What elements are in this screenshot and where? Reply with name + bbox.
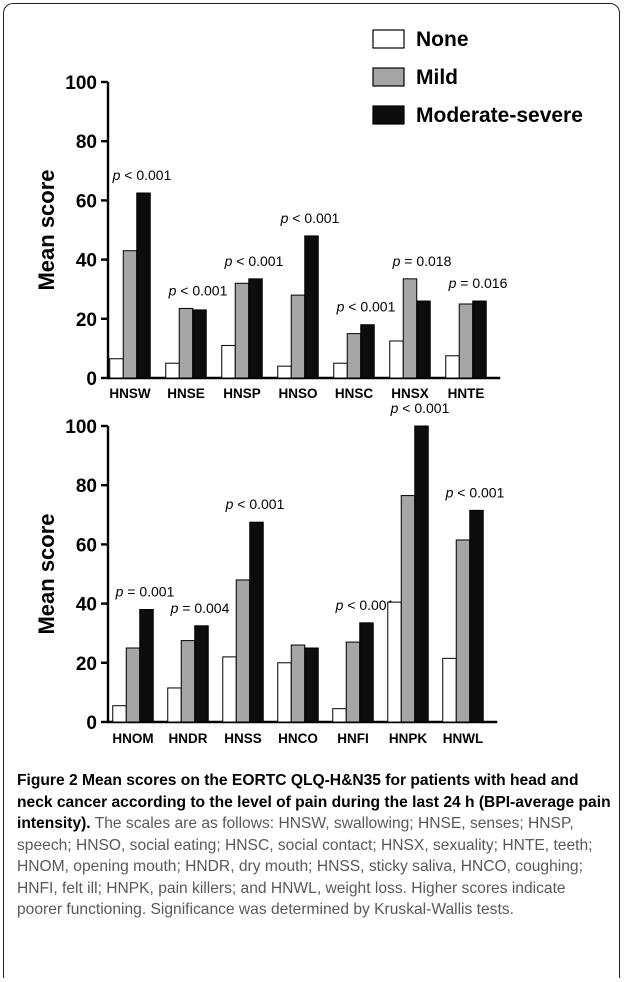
legend-label: Mild xyxy=(416,66,458,89)
x-tick-label: HNFI xyxy=(337,731,369,746)
x-tick-label: HNSO xyxy=(278,386,317,401)
bar-moderate-severe xyxy=(304,647,319,723)
bar-moderate-severe xyxy=(136,192,151,379)
y-axis-title: Mean score xyxy=(34,169,59,290)
bar-none xyxy=(445,355,460,379)
y-tick-label: 20 xyxy=(76,310,97,331)
bar-moderate-severe xyxy=(249,521,264,723)
bar-none xyxy=(221,344,236,379)
y-tick-label: 60 xyxy=(76,535,97,556)
bar-moderate-severe xyxy=(472,300,487,379)
p-value-label: p < 0.001 xyxy=(112,167,172,183)
bar-none xyxy=(333,362,348,379)
bar-mild xyxy=(234,282,250,379)
p-value-label: p < 0.001 xyxy=(335,597,395,613)
x-tick-label: HNOM xyxy=(112,731,153,746)
y-tick-label: 80 xyxy=(76,132,97,153)
bar-none xyxy=(222,656,237,723)
bar-mild xyxy=(458,303,474,379)
figure-title: Mean scores on the EORTC QLQ-H&N35 for p… xyxy=(17,772,611,832)
bar-mild xyxy=(122,250,138,379)
x-tick-label: HNDR xyxy=(169,731,208,746)
bar-moderate-severe xyxy=(360,324,375,379)
y-tick-label: 40 xyxy=(76,251,97,272)
p-value-label: p < 0.001 xyxy=(224,253,284,269)
bar-none xyxy=(109,358,124,379)
bar-none xyxy=(442,657,457,723)
y-tick-label: 100 xyxy=(65,73,97,94)
figure-description: The scales are as follows: HNSW, swallow… xyxy=(17,815,593,918)
p-value-label: p < 0.001 xyxy=(280,210,340,226)
bar-mild xyxy=(402,278,418,379)
legend-swatch xyxy=(372,29,405,49)
y-tick-label: 0 xyxy=(86,713,97,734)
y-tick-label: 100 xyxy=(65,417,97,438)
figure-label: Figure 2 xyxy=(17,772,78,789)
y-tick-label: 0 xyxy=(86,369,97,390)
p-value-label: p < 0.001 xyxy=(225,496,285,512)
bar-none xyxy=(277,365,292,379)
bar-none xyxy=(112,705,127,723)
p-value-label: p = 0.016 xyxy=(448,275,508,291)
legend-swatch xyxy=(372,105,405,125)
y-axis-title: Mean score xyxy=(34,513,59,634)
bar-moderate-severe xyxy=(194,625,209,723)
p-value-label: p = 0.001 xyxy=(115,584,175,600)
y-tick-label: 40 xyxy=(76,595,97,616)
bar-none xyxy=(277,662,292,723)
bar-mild xyxy=(235,579,251,723)
x-tick-label: HNTE xyxy=(448,386,485,401)
bar-mild xyxy=(125,647,141,723)
bar-none xyxy=(165,362,180,379)
x-tick-label: HNSW xyxy=(109,386,151,401)
y-tick-label: 20 xyxy=(76,654,97,675)
p-value-label: p < 0.001 xyxy=(336,299,396,315)
bar-mild xyxy=(345,641,361,723)
x-tick-label: HNSS xyxy=(224,731,262,746)
x-tick-label: HNSX xyxy=(391,386,429,401)
bar-mild xyxy=(178,307,194,379)
x-tick-label: HNCO xyxy=(278,731,318,746)
p-value-label: p = 0.004 xyxy=(170,600,230,616)
x-tick-label: HNSC xyxy=(335,386,374,401)
bar-moderate-severe xyxy=(192,309,207,379)
p-value-label: p < 0.001 xyxy=(445,484,505,500)
bar-mild xyxy=(346,333,362,379)
figure-caption: Figure 2 Mean scores on the EORTC QLQ-H&… xyxy=(17,770,612,921)
bar-none xyxy=(387,601,402,723)
figure-charts: None Mild Moderate-severe 0 20 40 60 80 100 Mean … xyxy=(34,28,583,746)
bar-none xyxy=(389,340,404,379)
bar-moderate-severe xyxy=(359,622,374,723)
bar-moderate-severe xyxy=(248,278,263,379)
p-value-label: p < 0.001 xyxy=(168,282,228,298)
legend-label: None xyxy=(416,28,469,51)
figure-frame xyxy=(3,3,620,978)
legend-label: Moderate-severe xyxy=(416,104,583,127)
bar-none xyxy=(332,708,347,723)
bar-moderate-severe xyxy=(304,235,319,379)
bar-moderate-severe xyxy=(139,609,154,723)
legend-swatch xyxy=(372,67,405,87)
bar-mild xyxy=(290,294,306,379)
y-tick-label: 60 xyxy=(76,191,97,212)
bar-mild xyxy=(290,644,306,723)
p-value-label: p = 0.018 xyxy=(392,253,452,269)
y-tick-label: 80 xyxy=(76,476,97,497)
x-tick-label: HNSE xyxy=(167,386,205,401)
bar-mild xyxy=(400,495,416,723)
bar-moderate-severe xyxy=(414,425,429,723)
bar-moderate-severe xyxy=(416,300,431,379)
bar-mild xyxy=(455,539,471,723)
x-tick-label: HNSP xyxy=(223,386,261,401)
p-value-label: p < 0.001 xyxy=(390,400,450,416)
x-tick-label: HNWL xyxy=(443,731,484,746)
bar-none xyxy=(167,687,182,723)
x-tick-label: HNPK xyxy=(389,731,428,746)
bar-moderate-severe xyxy=(469,509,484,723)
bar-mild xyxy=(180,640,196,723)
